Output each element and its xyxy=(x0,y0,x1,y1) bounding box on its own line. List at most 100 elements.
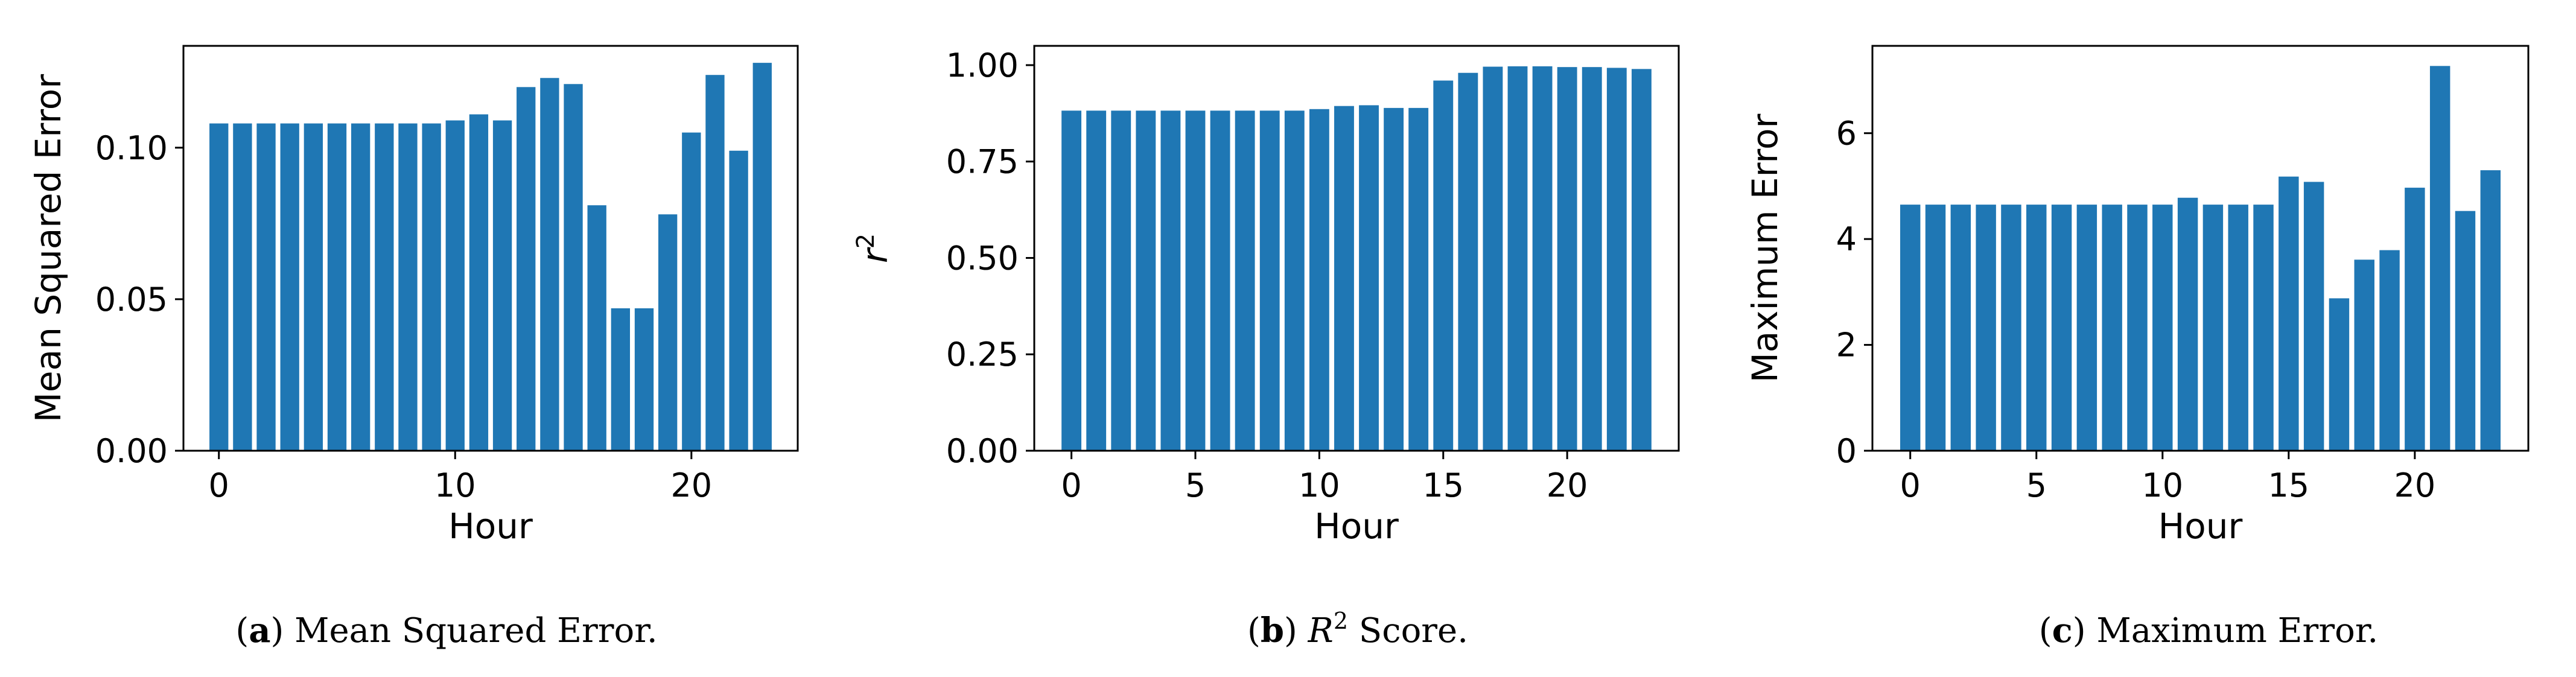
bar-hour-14 xyxy=(1408,107,1429,451)
bar-hour-5 xyxy=(2026,205,2047,451)
caption-math: R xyxy=(1308,611,1334,650)
bar-hour-11 xyxy=(2177,197,2198,451)
bar-hour-13 xyxy=(2228,205,2248,451)
bar-hour-20 xyxy=(1557,67,1577,451)
bar-hour-21 xyxy=(1582,67,1602,451)
bar-hour-4 xyxy=(1160,110,1181,451)
y-axis-label-base: r xyxy=(854,247,895,263)
bar-hour-17 xyxy=(2329,298,2350,451)
bar-hour-5 xyxy=(1185,110,1206,451)
bar-hour-17 xyxy=(1483,66,1503,451)
y-tick-label: 0.75 xyxy=(946,143,1019,181)
x-tick-label: 10 xyxy=(2142,466,2183,504)
caption-text: Maximum Error. xyxy=(2096,611,2378,650)
y-tick-label: 0.05 xyxy=(95,281,168,319)
bar-hour-14 xyxy=(540,78,559,451)
bar-hour-16 xyxy=(1458,72,1478,451)
x-tick-label: 15 xyxy=(2268,466,2309,504)
bar-hour-16 xyxy=(2303,182,2324,451)
bar-hour-10 xyxy=(2152,205,2173,451)
y-ticks: 0.00 0.25 0.50 0.75 1.00 xyxy=(946,46,1034,470)
bar-hour-8 xyxy=(2102,205,2122,451)
bar-hour-2 xyxy=(256,123,276,451)
caption: (a) Mean Squared Error. xyxy=(235,611,657,650)
x-axis-label: Hour xyxy=(1314,506,1399,547)
y-axis-label: Mean Squared Error xyxy=(28,74,69,422)
bar-hour-14 xyxy=(2253,205,2274,451)
plot-frame xyxy=(1033,45,1680,452)
x-tick-label: 20 xyxy=(670,466,712,504)
bar-hour-3 xyxy=(1136,110,1156,451)
bar-hour-11 xyxy=(469,114,489,451)
x-tick-label: 15 xyxy=(1422,466,1464,504)
x-tick-label: 20 xyxy=(1547,466,1588,504)
panel-c: 0 5 10 15 20 0 2 4 6 Hour Maximum Error (c) Max… xyxy=(1744,45,2530,650)
y-ticks: 0.00 0.05 0.10 xyxy=(95,129,183,470)
bar-hour-1 xyxy=(1925,205,1946,451)
caption-text: Score. xyxy=(1359,611,1468,650)
x-ticks: 0 5 10 15 20 xyxy=(1900,451,2436,504)
bar-hour-20 xyxy=(2405,188,2425,451)
bar-hour-20 xyxy=(682,132,701,451)
bar-hour-4 xyxy=(2001,205,2021,451)
plot-frame xyxy=(182,45,799,452)
bar-hour-6 xyxy=(1210,110,1230,451)
bar-hour-13 xyxy=(517,87,536,451)
bar-hour-15 xyxy=(2279,176,2299,451)
bar-hour-8 xyxy=(1259,110,1280,451)
bar-hour-10 xyxy=(1309,109,1329,451)
bars xyxy=(1900,66,2501,451)
y-tick-label: 0 xyxy=(1836,432,1857,470)
bar-hour-23 xyxy=(752,63,772,451)
y-tick-label: 6 xyxy=(1836,115,1857,153)
caption-text: Mean Squared Error. xyxy=(294,611,658,650)
y-tick-label: 0.00 xyxy=(95,432,168,470)
bar-hour-7 xyxy=(1235,110,1255,451)
bar-hour-15 xyxy=(564,84,583,451)
bar-hour-6 xyxy=(2051,205,2072,451)
bar-hour-7 xyxy=(375,123,394,451)
x-tick-label: 5 xyxy=(1185,466,1206,504)
bars xyxy=(1061,66,1652,451)
panel-b: 0 5 10 15 20 0.000.250.500.751.00 Hour r2 (b… xyxy=(852,45,1680,650)
bar-hour-19 xyxy=(1532,66,1553,451)
bar-hour-0 xyxy=(1900,205,1921,451)
caption-letter: c xyxy=(2052,611,2073,650)
x-axis-label: Hour xyxy=(448,506,533,547)
bar-hour-4 xyxy=(304,123,323,451)
x-tick-label: 10 xyxy=(434,466,476,504)
bar-hour-18 xyxy=(2354,259,2374,451)
bar-hour-19 xyxy=(2379,250,2400,451)
bar-hour-1 xyxy=(1086,110,1107,451)
y-tick-label: 0.10 xyxy=(95,129,168,167)
bar-hour-17 xyxy=(611,308,631,451)
plot-frame xyxy=(1871,45,2530,452)
bar-hour-23 xyxy=(2480,170,2501,451)
panel-a: 0 10 20 0.00 0.05 0.10 Hour Mean Squared Err… xyxy=(28,45,799,650)
bar-hour-19 xyxy=(658,214,678,451)
caption-letter: b xyxy=(1261,611,1284,650)
x-tick-label: 20 xyxy=(2394,466,2436,504)
bar-hour-22 xyxy=(1606,68,1627,451)
bar-hour-9 xyxy=(422,123,441,451)
y-axis-label: Maximum Error xyxy=(1744,114,1786,383)
bar-hour-23 xyxy=(1631,69,1652,451)
x-tick-label: 10 xyxy=(1299,466,1340,504)
bar-hour-18 xyxy=(634,308,654,451)
bar-hour-22 xyxy=(2455,211,2476,451)
bar-hour-2 xyxy=(1950,205,1971,451)
x-tick-label: 0 xyxy=(209,466,229,504)
x-tick-label: 0 xyxy=(1061,466,1081,504)
bar-hour-2 xyxy=(1111,110,1131,451)
y-tick-label: 2 xyxy=(1836,326,1857,364)
bars xyxy=(209,63,772,451)
y-tick-label: 0.00 xyxy=(946,432,1019,470)
bar-hour-9 xyxy=(2127,205,2148,451)
x-tick-label: 5 xyxy=(2026,466,2047,504)
bar-hour-12 xyxy=(1359,105,1379,451)
bar-hour-12 xyxy=(492,120,512,451)
bar-hour-13 xyxy=(1384,107,1404,451)
bar-hour-3 xyxy=(1976,205,1996,451)
bar-hour-0 xyxy=(1061,110,1082,451)
